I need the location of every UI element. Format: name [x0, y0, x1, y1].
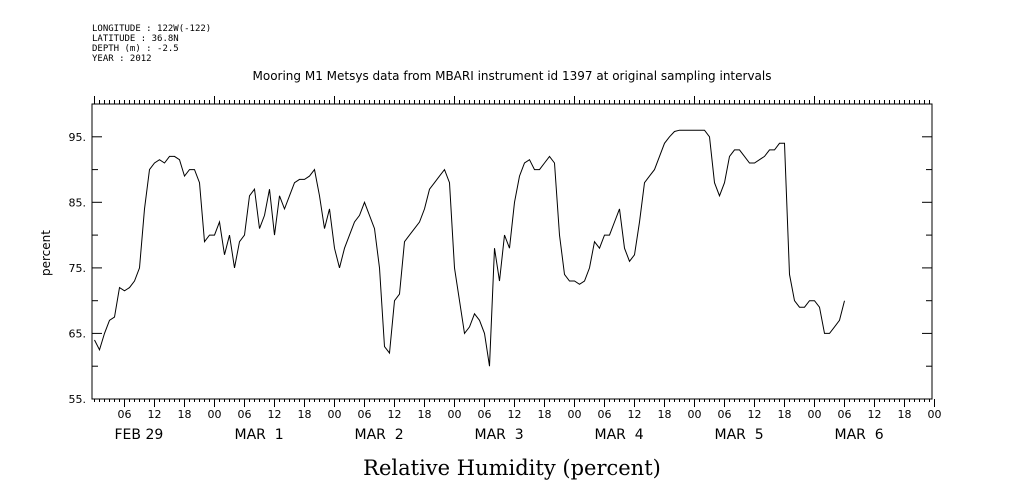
y-tick-label: 75.: [69, 262, 87, 275]
meta-depth: DEPTH (m) : -2.5: [92, 44, 179, 54]
x-tick-label: 18: [778, 408, 792, 421]
y-tick-label: 85.: [69, 196, 87, 209]
y-axis-ticks: 55. 65. 75. 85. 95.: [69, 103, 932, 406]
y-tick-label: 65.: [69, 327, 87, 340]
x-tick-label: 00: [928, 408, 942, 421]
x-tick-label: 18: [658, 408, 672, 421]
x-tick-label: 00: [208, 408, 222, 421]
x-tick-label: 18: [178, 408, 192, 421]
x-tick-label: 06: [118, 408, 132, 421]
x-tick-label: 12: [268, 408, 282, 421]
day-label: MAR 2: [355, 427, 404, 443]
day-label: MAR 1: [235, 427, 284, 443]
plot-frame: [91, 103, 933, 400]
y-tick-label: 55.: [69, 393, 87, 406]
humidity-series-line: [94, 129, 845, 367]
meta-longitude: LONGITUDE : 122W(-122): [92, 24, 211, 34]
x-axis-label: Relative Humidity (percent): [363, 456, 661, 480]
day-label: FEB 29: [115, 427, 164, 443]
x-tick-label: 18: [418, 408, 432, 421]
x-tick-label: 06: [358, 408, 372, 421]
x-tick-label: 18: [898, 408, 912, 421]
x-tick-label: 00: [808, 408, 822, 421]
x-tick-label: 12: [748, 408, 762, 421]
metadata-block: LONGITUDE : 122W(-122) LATITUDE : 36.8N …: [92, 24, 211, 64]
x-axis-day-labels: FEB 29 MAR 1 MAR 2 MAR 3 MAR 4 MAR 5 MAR 6: [115, 427, 884, 443]
meta-latitude: LATITUDE : 36.8N: [92, 34, 179, 44]
day-label: MAR 6: [835, 427, 884, 443]
x-tick-label: 12: [868, 408, 882, 421]
x-tick-label: 06: [478, 408, 492, 421]
x-tick-label: 12: [148, 408, 162, 421]
x-tick-label: 06: [238, 408, 252, 421]
x-tick-label: 12: [508, 408, 522, 421]
x-axis-ticks: 06 12 18 00 06 12 18 00 06 12 18 00 06 12 18 00 06 12 18 00…: [118, 399, 942, 421]
x-tick-label: 00: [568, 408, 582, 421]
x-tick-label: 06: [838, 408, 852, 421]
x-tick-label: 00: [448, 408, 462, 421]
x-tick-label: 12: [628, 408, 642, 421]
x-tick-label: 12: [388, 408, 402, 421]
minor-ticks: [94, 96, 930, 402]
x-tick-label: 18: [298, 408, 312, 421]
x-tick-label: 00: [688, 408, 702, 421]
y-axis-label: percent: [39, 230, 53, 276]
day-label: MAR 3: [475, 427, 524, 443]
x-tick-label: 18: [538, 408, 552, 421]
x-tick-label: 06: [718, 408, 732, 421]
day-label: MAR 5: [715, 427, 764, 443]
x-tick-label: 06: [598, 408, 612, 421]
y-tick-label: 95.: [69, 131, 87, 144]
meta-year: YEAR : 2012: [92, 54, 152, 64]
chart-title: Mooring M1 Metsys data from MBARI instru…: [253, 69, 772, 83]
day-label: MAR 4: [595, 427, 644, 443]
x-tick-label: 00: [328, 408, 342, 421]
